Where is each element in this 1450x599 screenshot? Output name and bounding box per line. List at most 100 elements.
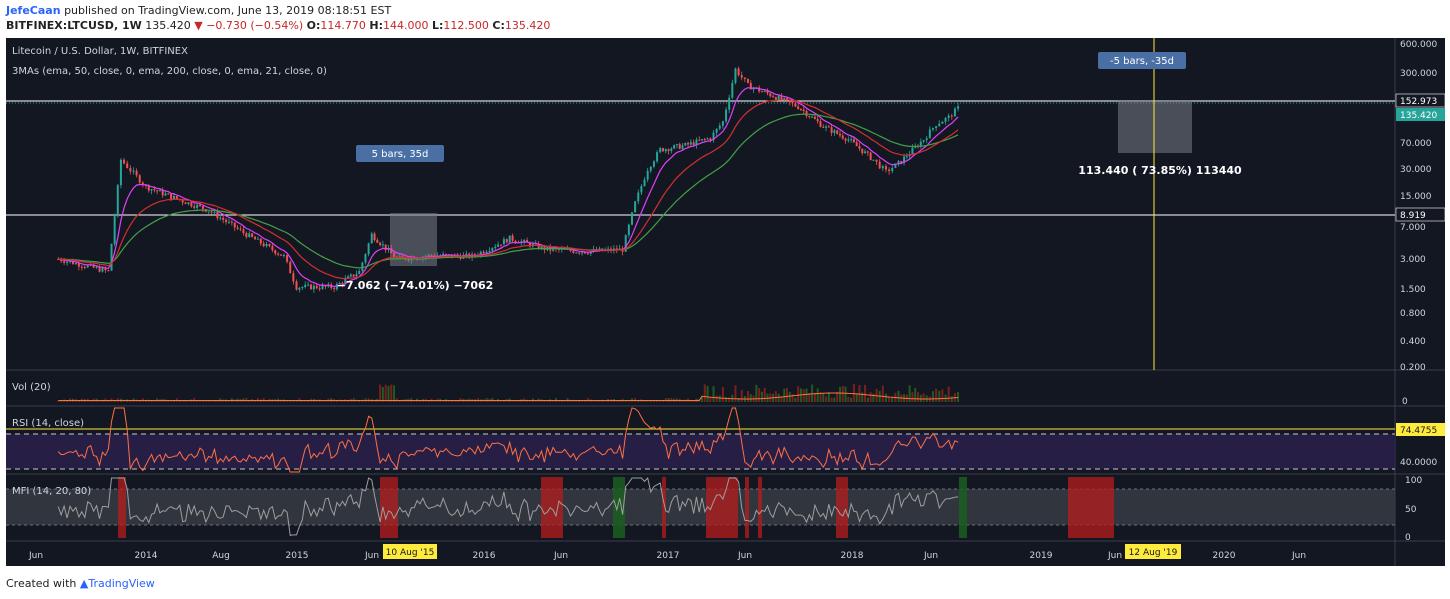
candle-body — [931, 127, 934, 130]
ohlc-header: BITFINEX:LTCUSD, 1W 135.420 ▼ −0.730 (−0… — [6, 19, 550, 32]
candle-body — [557, 248, 560, 250]
volume-bar — [858, 384, 861, 402]
candle-body — [563, 248, 566, 250]
price-tick: 1.500 — [1400, 285, 1426, 295]
candle-body — [869, 152, 872, 160]
volume-bar — [811, 384, 814, 402]
volume-bar — [98, 400, 101, 402]
candle-body — [184, 202, 187, 205]
volume-bar — [289, 400, 292, 402]
rsi-title: RSI (14, close) — [12, 418, 84, 429]
price-tick: 0.800 — [1400, 309, 1426, 319]
volume-bar — [170, 400, 173, 402]
candle-body — [701, 139, 704, 141]
volume-bar — [216, 400, 219, 402]
volume-bar — [307, 400, 310, 402]
volume-bar — [583, 400, 586, 402]
price-tick: 300.000 — [1400, 69, 1437, 79]
volume-bar — [931, 391, 934, 402]
candle-body — [734, 68, 737, 83]
volume-bar — [881, 385, 884, 402]
candle-body — [74, 263, 77, 265]
volume-bar — [335, 400, 338, 402]
candle-body — [445, 253, 448, 255]
time-tick: Jun — [28, 551, 43, 561]
candle-body — [774, 97, 777, 100]
volume-bar — [581, 400, 584, 402]
candle-body — [213, 211, 216, 213]
candle-body — [827, 126, 830, 128]
candle-body — [245, 232, 248, 238]
candle-body — [361, 262, 364, 271]
author-link[interactable]: JefeCaan — [6, 4, 61, 17]
volume-bar — [774, 391, 777, 402]
high-label: H: — [369, 19, 383, 32]
volume-bar — [546, 400, 549, 402]
candle-body — [282, 255, 285, 257]
tradingview-link[interactable]: TradingView — [88, 577, 155, 590]
candle-body — [210, 211, 213, 213]
candle-body — [119, 159, 122, 186]
volume-bar — [502, 400, 505, 402]
volume-bar — [543, 400, 546, 402]
candle-body — [808, 116, 811, 118]
volume-bar — [324, 400, 327, 402]
volume-bar — [749, 394, 752, 402]
candle-body — [497, 244, 500, 247]
candle-body — [836, 130, 839, 134]
volume-bar — [552, 400, 555, 402]
mfi-axis-tick: 50 — [1405, 505, 1417, 515]
price-label-box-152 — [1395, 93, 1446, 108]
price-tick: 600.000 — [1400, 40, 1437, 50]
candle-body — [844, 138, 847, 141]
volume-bar — [740, 389, 743, 402]
candle-body — [905, 156, 908, 158]
candle-body — [838, 133, 841, 136]
measure-box-2019[interactable] — [1118, 100, 1192, 153]
price-tick: 30.000 — [1400, 165, 1432, 175]
volume-bar — [681, 400, 684, 402]
volume-bar — [791, 394, 794, 402]
candle-body — [262, 243, 265, 247]
candle-body — [684, 143, 687, 146]
candle-body — [649, 166, 652, 171]
candle-body — [540, 246, 543, 249]
candle-body — [442, 253, 445, 256]
volume-bar — [301, 400, 304, 402]
candle-body — [786, 98, 789, 100]
candle-body — [482, 251, 485, 254]
candle-body — [289, 261, 292, 274]
candle-body — [167, 193, 170, 195]
candle-body — [207, 211, 210, 213]
candle-body — [721, 121, 724, 126]
candle-body — [825, 126, 828, 128]
volume-bar — [560, 400, 563, 402]
candle-body — [199, 204, 202, 207]
volume-bar — [138, 400, 141, 402]
volume-bar — [755, 384, 758, 402]
candle-body — [802, 109, 805, 112]
candle-body — [77, 263, 80, 267]
volume-bar — [706, 386, 709, 402]
candle-body — [104, 267, 107, 271]
volume-bar — [786, 388, 789, 402]
candle-body — [494, 246, 497, 249]
candle-body — [430, 254, 433, 256]
candle-body — [878, 161, 881, 169]
volume-bar — [763, 387, 766, 402]
candle-body — [760, 91, 763, 93]
candle-body — [233, 222, 236, 228]
candle-body — [147, 185, 150, 191]
price-tick: 0.400 — [1400, 337, 1426, 347]
volume-bar — [947, 386, 950, 402]
candle-body — [309, 284, 312, 290]
candle-body — [607, 248, 610, 250]
candle-body — [675, 144, 678, 146]
mfi-title: MFI (14, 20, 80) — [12, 486, 91, 497]
candle-body — [69, 261, 72, 263]
candle-body — [737, 68, 740, 76]
volume-bar — [649, 400, 652, 402]
candle-body — [659, 148, 662, 153]
candle-body — [193, 206, 196, 208]
